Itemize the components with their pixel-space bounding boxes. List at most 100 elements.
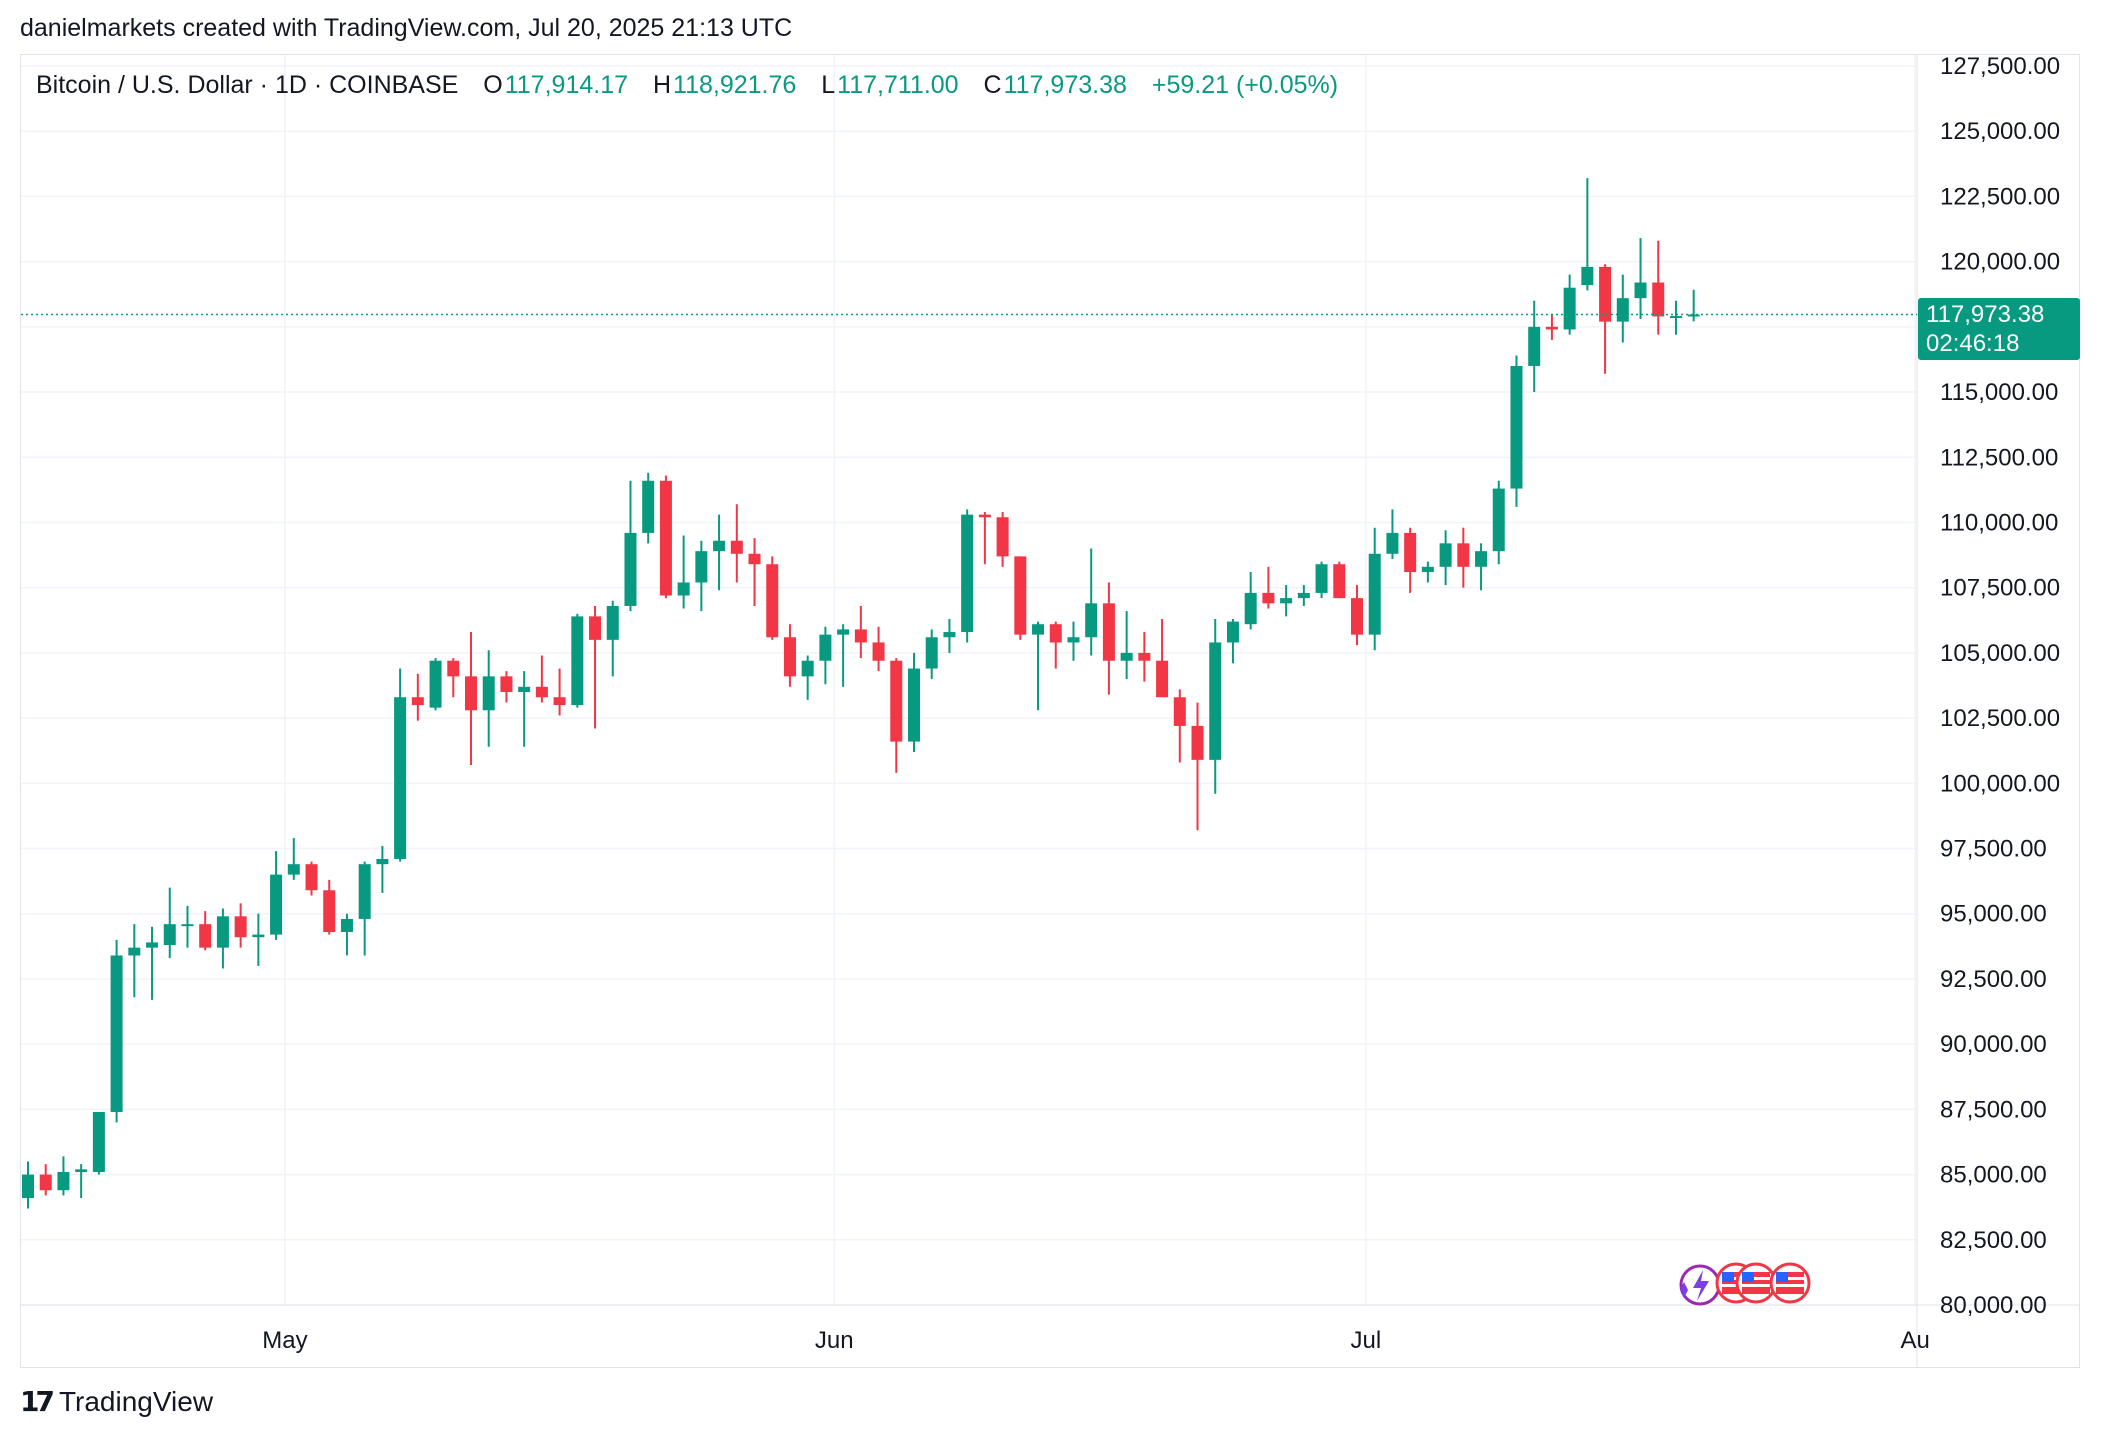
- candle[interactable]: [234, 903, 247, 948]
- candle[interactable]: [837, 624, 850, 687]
- candle[interactable]: [1191, 702, 1204, 831]
- candle[interactable]: [146, 926, 159, 1000]
- candle[interactable]: [571, 613, 584, 708]
- candle[interactable]: [57, 1156, 70, 1196]
- tradingview-logo[interactable]: 17 TradingView: [20, 1385, 213, 1418]
- candle[interactable]: [1669, 300, 1682, 335]
- candle[interactable]: [1297, 585, 1310, 606]
- candle[interactable]: [1510, 355, 1523, 507]
- candle[interactable]: [1173, 689, 1186, 763]
- candle[interactable]: [1616, 274, 1629, 343]
- candle[interactable]: [429, 658, 442, 711]
- candle[interactable]: [1067, 621, 1080, 661]
- candle[interactable]: [1049, 621, 1062, 669]
- candle[interactable]: [39, 1164, 52, 1196]
- candle[interactable]: [730, 504, 743, 583]
- candle[interactable]: [500, 671, 513, 703]
- candle[interactable]: [199, 911, 212, 951]
- candle[interactable]: [677, 535, 690, 609]
- candle[interactable]: [1545, 313, 1558, 340]
- candle[interactable]: [1634, 238, 1647, 320]
- candle[interactable]: [394, 668, 407, 862]
- candle[interactable]: [376, 845, 389, 893]
- candle[interactable]: [252, 913, 265, 966]
- candle[interactable]: [1404, 527, 1417, 593]
- candle[interactable]: [695, 540, 708, 612]
- candle[interactable]: [1687, 289, 1700, 322]
- candle[interactable]: [1492, 480, 1505, 565]
- candle[interactable]: [287, 838, 300, 880]
- candle[interactable]: [447, 658, 460, 698]
- candle[interactable]: [1457, 527, 1470, 588]
- candle[interactable]: [854, 605, 867, 659]
- candle[interactable]: [1652, 240, 1665, 335]
- candle[interactable]: [1421, 561, 1434, 583]
- us-flag-event-icon[interactable]: [1769, 1262, 1811, 1304]
- candle[interactable]: [323, 879, 336, 935]
- candle[interactable]: [642, 472, 655, 544]
- candle[interactable]: [1209, 618, 1222, 794]
- candle[interactable]: [748, 538, 761, 606]
- candle[interactable]: [465, 632, 477, 766]
- event-lightning-icon[interactable]: [1679, 1264, 1721, 1306]
- candle[interactable]: [961, 509, 974, 643]
- candle[interactable]: [1102, 582, 1115, 695]
- candle[interactable]: [163, 887, 176, 959]
- candle[interactable]: [890, 658, 903, 773]
- candle[interactable]: [978, 512, 991, 565]
- candle[interactable]: [1244, 572, 1257, 630]
- candle[interactable]: [1138, 632, 1151, 682]
- candle[interactable]: [22, 1161, 34, 1209]
- candle[interactable]: [589, 605, 602, 729]
- candle[interactable]: [1085, 548, 1098, 656]
- candle[interactable]: [553, 668, 566, 716]
- candle[interactable]: [1333, 561, 1346, 599]
- candle[interactable]: [75, 1164, 88, 1199]
- candle[interactable]: [340, 913, 353, 956]
- candle[interactable]: [819, 626, 832, 685]
- candle[interactable]: [411, 673, 424, 721]
- candle[interactable]: [713, 514, 726, 591]
- candle[interactable]: [1120, 611, 1133, 679]
- candle[interactable]: [925, 629, 938, 679]
- candle[interactable]: [1032, 621, 1045, 711]
- candle[interactable]: [1351, 585, 1363, 646]
- candle[interactable]: [1439, 530, 1452, 586]
- candle[interactable]: [766, 556, 779, 640]
- candle[interactable]: [518, 671, 531, 747]
- candle[interactable]: [181, 905, 194, 948]
- candle[interactable]: [305, 861, 318, 896]
- candle[interactable]: [783, 624, 796, 687]
- candle[interactable]: [943, 618, 956, 653]
- candle[interactable]: [482, 650, 495, 747]
- candle[interactable]: [1581, 178, 1594, 291]
- candle[interactable]: [110, 939, 123, 1123]
- candle[interactable]: [358, 861, 371, 956]
- us-flag-event-icon[interactable]: [1735, 1262, 1777, 1304]
- candle[interactable]: [996, 512, 1009, 567]
- candle[interactable]: [1563, 274, 1576, 335]
- candle[interactable]: [624, 480, 637, 612]
- candle[interactable]: [606, 600, 619, 677]
- candle[interactable]: [801, 655, 814, 700]
- candle[interactable]: [1014, 556, 1027, 640]
- candle[interactable]: [535, 655, 548, 703]
- candle[interactable]: [908, 652, 920, 753]
- candle[interactable]: [1226, 618, 1239, 664]
- candle[interactable]: [872, 626, 885, 672]
- candle[interactable]: [1386, 509, 1399, 559]
- candle[interactable]: [1599, 264, 1612, 374]
- candle[interactable]: [1475, 543, 1488, 591]
- candle[interactable]: [659, 475, 672, 599]
- candle[interactable]: [128, 924, 141, 998]
- candle[interactable]: [1315, 561, 1328, 599]
- candle[interactable]: [1156, 618, 1169, 698]
- candle[interactable]: [1262, 566, 1275, 609]
- candle[interactable]: [1528, 300, 1541, 393]
- candle[interactable]: [1368, 527, 1381, 651]
- candle[interactable]: [270, 851, 283, 940]
- candle[interactable]: [1280, 585, 1293, 617]
- candle[interactable]: [92, 1111, 105, 1175]
- candle[interactable]: [216, 908, 229, 969]
